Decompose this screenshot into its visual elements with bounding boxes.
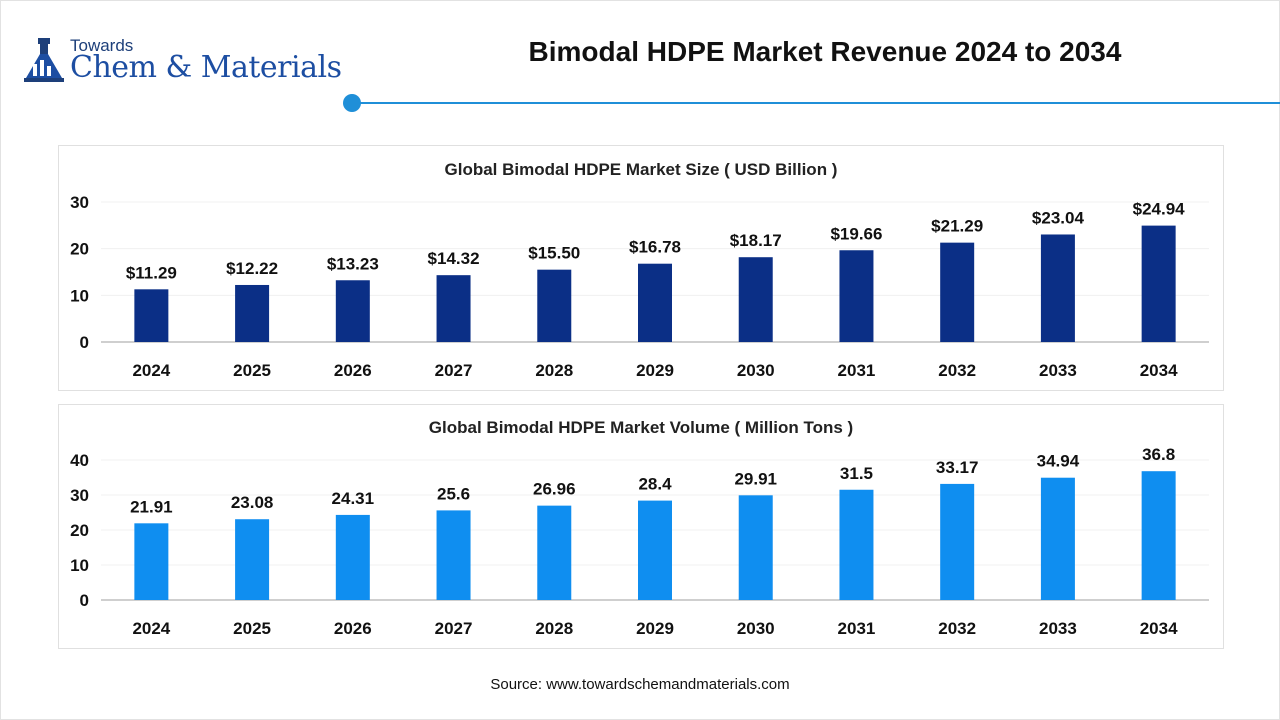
size-data-label: $18.17 [730, 231, 782, 250]
logo-text-big: Chem & Materials [70, 50, 342, 85]
size-data-label: $15.50 [528, 244, 580, 263]
flask-icon [24, 38, 64, 82]
volume-x-tick-label: 2033 [1039, 619, 1077, 638]
volume-bar-2028 [537, 505, 572, 600]
volume-x-tick-label: 2025 [233, 619, 271, 638]
size-x-tick-label: 2029 [636, 361, 674, 380]
size-x-tick-label: 2024 [132, 361, 170, 380]
volume-x-tick-label: 2034 [1140, 619, 1178, 638]
volume-bar-2027 [436, 510, 471, 600]
size-data-label: $14.32 [428, 249, 480, 268]
size-chart: Global Bimodal HDPE Market Size ( USD Bi… [70, 160, 1209, 380]
volume-data-label: 28.4 [638, 475, 672, 494]
size-data-label: $11.29 [126, 263, 177, 282]
volume-data-label: 36.8 [1142, 445, 1175, 464]
volume-data-label: 25.6 [437, 484, 470, 503]
size-x-tick-label: 2025 [233, 361, 271, 380]
size-x-tick-label: 2028 [535, 361, 573, 380]
divider-dot [343, 94, 361, 112]
volume-y-tick-label: 30 [70, 486, 89, 505]
size-chart-panel: Global Bimodal HDPE Market Size ( USD Bi… [58, 145, 1224, 391]
volume-bar-2024 [134, 523, 169, 600]
size-x-tick-label: 2033 [1039, 361, 1077, 380]
volume-data-label: 34.94 [1037, 452, 1080, 471]
volume-y-tick-label: 40 [70, 451, 89, 470]
size-bar-2030 [738, 257, 773, 342]
volume-y-tick-label: 0 [80, 591, 89, 610]
volume-x-tick-label: 2031 [838, 619, 876, 638]
size-bar-2027 [436, 275, 471, 342]
volume-bar-2031 [839, 489, 874, 600]
size-bar-2034 [1141, 225, 1176, 342]
volume-chart: Global Bimodal HDPE Market Volume ( Mill… [70, 418, 1209, 638]
size-bar-2029 [638, 263, 672, 342]
size-data-label: $16.78 [629, 238, 681, 257]
volume-data-label: 26.96 [533, 480, 576, 499]
size-data-label: $19.66 [830, 224, 882, 243]
size-data-label: $12.22 [226, 259, 278, 278]
brand-logo: Towards Chem & Materials [22, 34, 342, 86]
volume-y-tick-label: 20 [70, 521, 89, 540]
size-x-tick-label: 2031 [838, 361, 876, 380]
volume-data-label: 24.31 [332, 489, 375, 508]
size-bar-2033 [1040, 234, 1075, 342]
source-note: Source: www.towardschemandmaterials.com [490, 676, 790, 693]
volume-chart-title: Global Bimodal HDPE Market Volume ( Mill… [429, 418, 853, 437]
volume-bar-2034 [1141, 471, 1176, 600]
volume-x-tick-label: 2027 [435, 619, 473, 638]
volume-bar-2025 [235, 519, 270, 600]
volume-data-label: 31.5 [840, 464, 873, 483]
volume-x-tick-label: 2028 [535, 619, 573, 638]
volume-bar-2030 [738, 495, 773, 600]
size-y-tick-label: 0 [80, 333, 89, 352]
size-data-label: $23.04 [1032, 208, 1085, 227]
volume-x-tick-label: 2026 [334, 619, 372, 638]
size-y-tick-label: 20 [70, 240, 89, 259]
size-y-tick-label: 10 [70, 286, 89, 305]
size-x-tick-label: 2032 [938, 361, 976, 380]
size-bar-2031 [839, 250, 874, 342]
volume-x-tick-label: 2029 [636, 619, 674, 638]
size-bar-2025 [235, 284, 270, 342]
size-x-tick-label: 2027 [435, 361, 473, 380]
volume-bar-2026 [335, 514, 370, 600]
size-bar-2026 [335, 280, 370, 342]
volume-bar-2029 [638, 500, 672, 600]
volume-x-tick-label: 2032 [938, 619, 976, 638]
size-data-label: $21.29 [931, 217, 983, 236]
volume-y-tick-label: 10 [70, 556, 89, 575]
volume-data-label: 33.17 [936, 458, 979, 477]
volume-x-tick-label: 2024 [132, 619, 170, 638]
volume-bar-2033 [1040, 477, 1075, 600]
volume-chart-panel: Global Bimodal HDPE Market Volume ( Mill… [58, 404, 1224, 649]
size-bar-2024 [134, 289, 169, 342]
page-title: Bimodal HDPE Market Revenue 2024 to 2034 [528, 36, 1122, 67]
title-divider [352, 102, 1280, 104]
size-x-tick-label: 2030 [737, 361, 775, 380]
volume-x-tick-label: 2030 [737, 619, 775, 638]
size-y-tick-label: 30 [70, 193, 89, 212]
size-chart-title: Global Bimodal HDPE Market Size ( USD Bi… [445, 160, 838, 179]
volume-bar-2032 [940, 483, 975, 600]
volume-data-label: 29.91 [734, 469, 777, 488]
size-x-tick-label: 2026 [334, 361, 372, 380]
logo-text-small: Towards [70, 36, 134, 55]
size-bar-2028 [537, 269, 572, 342]
size-data-label: $24.94 [1133, 200, 1186, 219]
size-bar-2032 [940, 242, 975, 342]
volume-data-label: 23.08 [231, 493, 274, 512]
volume-data-label: 21.91 [130, 497, 173, 516]
size-data-label: $13.23 [327, 254, 379, 273]
size-x-tick-label: 2034 [1140, 361, 1178, 380]
